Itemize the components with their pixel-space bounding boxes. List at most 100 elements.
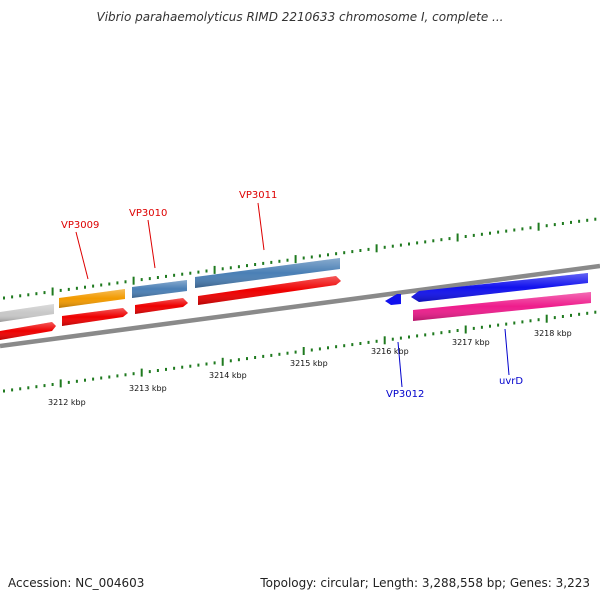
tick-mark [472, 326, 475, 330]
tick-mark [343, 344, 346, 348]
tick-mark [448, 237, 451, 241]
topology-text: Topology: circular; Length: 3,288,558 bp… [260, 576, 590, 590]
tick-mark [440, 238, 443, 242]
tick-mark [391, 244, 394, 248]
tick-mark [19, 387, 22, 391]
tick-mark [497, 323, 500, 327]
tick-mark [359, 249, 362, 252]
tick-mark [278, 352, 281, 356]
tick-mark [116, 281, 119, 285]
tick-mark [205, 269, 208, 273]
tick-mark [294, 255, 297, 264]
gene-VP3012-blue[interactable] [385, 294, 401, 305]
tick-mark [545, 314, 548, 323]
tick-mark [472, 233, 475, 237]
tick-mark [383, 336, 386, 345]
tick-mark [448, 330, 451, 334]
tick-mark [505, 229, 508, 233]
tick-mark [246, 357, 248, 361]
tick-mark [254, 356, 257, 359]
tick-mark [132, 276, 135, 285]
tick-mark [335, 345, 338, 349]
tick-mark [156, 276, 159, 279]
tick-mark [416, 241, 419, 245]
tick-mark [51, 383, 54, 386]
tick-mark [254, 263, 257, 266]
tick-mark [181, 272, 184, 276]
tick-mark [84, 378, 86, 382]
tick-mark [489, 231, 491, 235]
scale-label-3217: 3217 kbp [452, 338, 490, 347]
gene-row-upper [0, 258, 340, 322]
tick-mark [124, 373, 127, 377]
tick-mark [165, 274, 167, 278]
tick-mark [27, 293, 30, 297]
tick-mark [92, 377, 95, 381]
tick-mark [529, 319, 532, 323]
tick-mark [11, 388, 14, 392]
tick-mark [302, 256, 305, 260]
tick-mark [67, 380, 70, 384]
label-VP3012[interactable]: VP3012 [386, 389, 424, 400]
tick-mark [84, 285, 86, 289]
tick-mark [270, 353, 273, 357]
tick-mark [505, 322, 508, 326]
tick-mark [189, 364, 192, 368]
label-uvrD[interactable]: uvrD [499, 376, 523, 387]
label-VP3010[interactable]: VP3010 [129, 208, 167, 219]
tick-mark [480, 232, 483, 236]
tick-mark [553, 223, 556, 227]
tick-mark [262, 261, 265, 265]
tick-mark [327, 253, 329, 257]
tick-mark [570, 313, 572, 317]
gene-labels: VP3009 VP3010 VP3011 VP3012 uvrD [61, 190, 523, 400]
tick-mark [11, 295, 14, 299]
tick-mark [286, 351, 289, 355]
tick-mark [19, 294, 22, 298]
tick-mark [100, 283, 103, 287]
tick-mark [43, 291, 46, 295]
scale-labels: 3212 kbp 3213 kbp 3214 kbp 3215 kbp 3216… [48, 329, 572, 407]
tick-mark [432, 332, 435, 336]
tick-mark [570, 220, 572, 224]
tick-mark [586, 218, 589, 222]
tick-mark [351, 250, 354, 254]
gene-row-right [385, 273, 591, 321]
tick-mark [497, 230, 500, 234]
scale-label-3213: 3213 kbp [129, 384, 167, 393]
tick-mark [140, 278, 143, 282]
tick-mark [578, 312, 581, 316]
leader-VP3010 [147, 219, 156, 269]
tick-mark [529, 226, 532, 230]
tick-mark [140, 368, 143, 377]
accession-text: Accession: NC_004603 [8, 576, 145, 590]
scale-label-3214: 3214 kbp [209, 371, 247, 380]
tick-mark [262, 354, 265, 358]
label-VP3009[interactable]: VP3009 [61, 220, 99, 231]
tick-mark [221, 357, 224, 366]
tick-mark [545, 224, 548, 228]
tick-mark [181, 365, 184, 369]
tick-mark [3, 389, 5, 393]
tick-mark [197, 270, 200, 274]
tick-mark [67, 287, 70, 291]
tick-mark [351, 343, 354, 347]
label-VP3011[interactable]: VP3011 [239, 190, 277, 201]
tick-mark [327, 346, 329, 350]
tick-mark [189, 271, 192, 275]
label-leaders [75, 202, 510, 388]
tick-mark [310, 255, 313, 259]
tick-mark [278, 259, 281, 263]
tick-mark [213, 265, 216, 274]
tick-mark [318, 347, 321, 351]
tick-mark [424, 333, 427, 337]
tick-mark [59, 379, 62, 388]
tick-mark [480, 325, 483, 329]
tick-mark [375, 339, 378, 343]
tick-mark [213, 361, 216, 365]
tick-mark [156, 369, 159, 372]
gene-row-cds-left [0, 276, 341, 340]
tick-mark [416, 334, 419, 338]
tick-mark [408, 242, 410, 246]
